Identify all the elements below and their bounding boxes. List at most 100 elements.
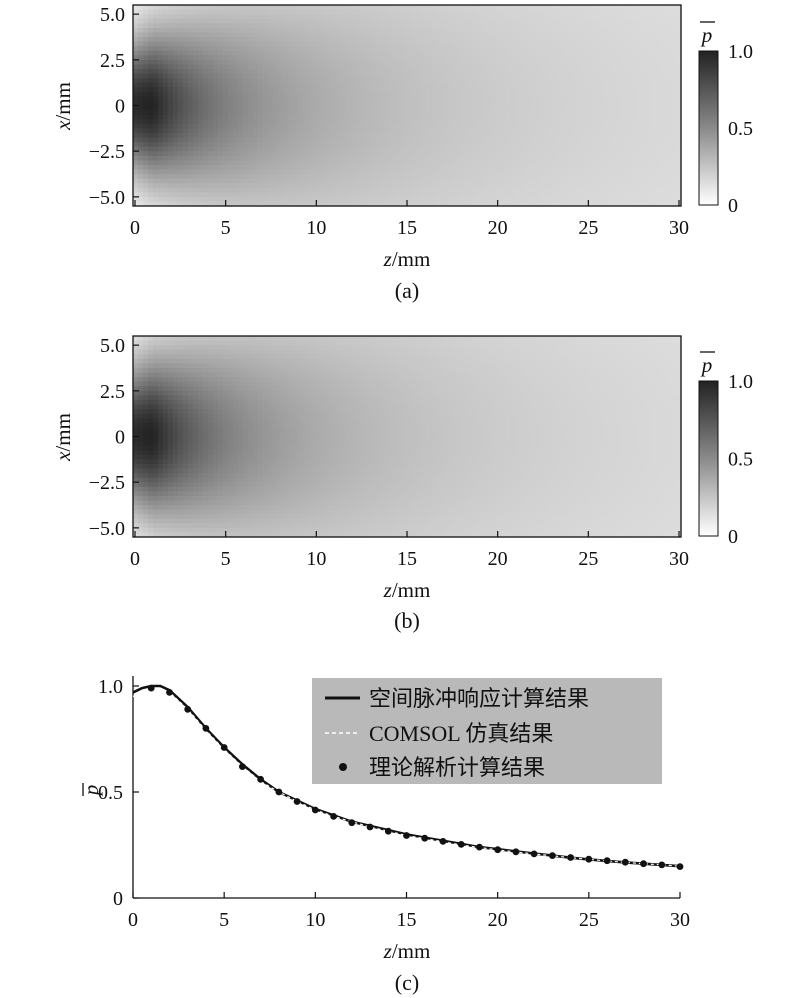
heatmap-a-cell (317, 192, 323, 198)
heatmap-a-cell (177, 178, 184, 184)
heatmap-a-cell (546, 36, 553, 43)
heatmap-a-cell (342, 64, 348, 70)
heatmap-a-cell (227, 164, 234, 171)
heatmap-a-cell (511, 132, 518, 139)
heatmap-a-cell (661, 55, 667, 61)
heatmap-a-cell (511, 59, 518, 65)
heatmap-a-cell (596, 114, 602, 120)
heatmap-a-cell (601, 55, 607, 61)
heatmap-b-cell (133, 345, 139, 351)
heatmap-a-cell (157, 105, 164, 111)
heatmap-a-cell (596, 78, 602, 84)
heatmap-a-cell (222, 146, 229, 152)
heatmap-a-cell (282, 123, 289, 129)
heatmap-a-cell (666, 91, 672, 97)
heatmap-a-cell (541, 114, 548, 120)
heatmap-a-cell (317, 178, 323, 184)
heatmap-a-cell (426, 146, 433, 152)
heatmap-a-cell (342, 201, 348, 207)
heatmap-b-cell (142, 445, 149, 451)
heatmap-a-cell (531, 68, 538, 75)
heatmap-a-cell (227, 100, 234, 107)
heatmap-a-cell (182, 32, 189, 38)
heatmap-a-cell (332, 100, 338, 107)
heatmap-a-cell (267, 55, 274, 61)
heatmap-a-cell (576, 183, 582, 189)
heatmap-a-cell (546, 169, 553, 175)
heatmap-a-cell (506, 46, 513, 52)
heatmap-a-cell (182, 160, 189, 166)
heatmap-a-cell (327, 73, 333, 79)
heatmap-a-cell (486, 64, 493, 70)
heatmap-a-cell (362, 36, 368, 43)
heatmap-a-cell (626, 128, 632, 134)
heatmap-a-cell (332, 187, 338, 193)
heatmap-a-cell (287, 146, 294, 152)
heatmap-a-cell (641, 91, 647, 97)
heatmap-a-cell (207, 46, 214, 52)
heatmap-a-cell (257, 32, 264, 38)
heatmap-a-cell (666, 46, 672, 52)
heatmap-a-cell (297, 50, 303, 56)
heatmap-a-cell (541, 123, 548, 129)
heatmap-a-cell (426, 41, 433, 47)
heatmap-a-cell (466, 5, 473, 11)
heatmap-a-cell (227, 110, 234, 116)
heatmap-a-cell (636, 174, 642, 180)
heatmap-a-cell (162, 201, 169, 207)
heatmap-a-cell (177, 105, 184, 111)
heatmap-a-cell (416, 160, 423, 166)
heatmap-b-cell (137, 445, 144, 451)
heatmap-a-cell (327, 9, 333, 15)
heatmap-b-cell (142, 450, 149, 456)
heatmap-a-cell (621, 82, 627, 88)
heatmap-a-cell (641, 137, 647, 143)
heatmap-a-cell (262, 59, 269, 65)
heatmap-a-cell (232, 187, 239, 193)
heatmap-a-cell (671, 18, 677, 24)
heatmap-a-cell (471, 14, 478, 20)
heatmap-a-cell (312, 114, 318, 120)
heatmap-a-cell (222, 160, 229, 166)
y-tick-label: 5.0 (100, 4, 125, 26)
heatmap-a-cell (367, 105, 373, 111)
heatmap-a-cell (337, 100, 343, 107)
heatmap-a-cell (257, 50, 264, 56)
heatmap-a-cell (272, 105, 279, 111)
heatmap-a-cell (616, 73, 622, 79)
heatmap-a-cell (307, 169, 313, 175)
heatmap-a-cell (327, 146, 333, 152)
heatmap-a-cell (671, 96, 677, 102)
heatmap-a-cell (137, 87, 144, 93)
heatmap-a-cell (661, 27, 667, 34)
heatmap-a-cell (277, 55, 284, 61)
heatmap-a-cell (551, 96, 558, 102)
heatmap-a-cell (521, 78, 528, 84)
heatmap-a-cell (486, 18, 493, 24)
heatmap-a-cell (342, 110, 348, 116)
heatmap-a-cell (606, 155, 612, 161)
heatmap-a-cell (476, 183, 483, 189)
heatmap-a-cell (516, 123, 523, 129)
heatmap-a-cell (521, 137, 528, 143)
heatmap-a-cell (282, 55, 289, 61)
heatmap-a-cell (636, 178, 642, 184)
heatmap-a-cell (601, 36, 607, 43)
heatmap-a-cell (531, 50, 538, 56)
heatmap-a-cell (137, 36, 144, 43)
heatmap-a-cell (441, 100, 448, 107)
heatmap-a-cell (217, 192, 224, 198)
heatmap-a-cell (152, 59, 159, 65)
heatmap-a-cell (556, 5, 563, 11)
heatmap-a-cell (352, 59, 358, 65)
heatmap-b-cell (137, 381, 144, 387)
heatmap-a-cell (352, 160, 358, 166)
heatmap-a-cell (387, 192, 393, 198)
heatmap-a-cell (456, 82, 463, 88)
heatmap-a-cell (392, 100, 398, 107)
heatmap-a-cell (282, 132, 289, 139)
heatmap-a-cell (307, 132, 313, 139)
heatmap-a-cell (367, 27, 373, 34)
heatmap-a-cell (197, 201, 204, 207)
heatmap-a-cell (566, 87, 572, 93)
